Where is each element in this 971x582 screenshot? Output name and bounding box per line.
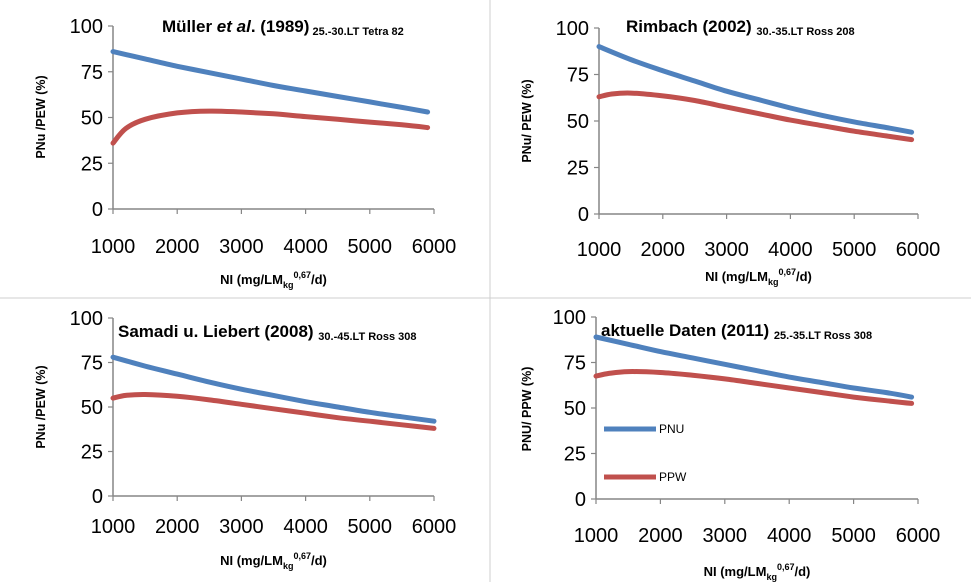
chart-panel-3: 0 25 50 75 100 1000 2000 3000 4000 5000 6000 PNu /P… xyxy=(34,308,456,571)
series-line-1 xyxy=(593,334,915,400)
y-tick-label: 0 xyxy=(92,199,103,221)
chart-title: Rimbach (2002) 30.-35.LT Ross 208 xyxy=(626,17,855,38)
x-tick-label: 4000 xyxy=(767,525,812,547)
x-tick-label: 3000 xyxy=(704,239,749,261)
y-axis-label: PNu/ PEW (%) xyxy=(520,79,534,162)
y-tick-label: 75 xyxy=(564,353,586,375)
x-tick-label: 1000 xyxy=(91,516,136,538)
x-tick-label: 5000 xyxy=(348,516,393,538)
series-line-1 xyxy=(110,354,437,424)
legend-label: PPW xyxy=(659,470,687,484)
y-tick-label: 50 xyxy=(81,397,103,419)
x-tick-label: 2000 xyxy=(641,239,686,261)
y-tick-label: 25 xyxy=(567,158,589,180)
x-tick-label: 4000 xyxy=(283,236,328,258)
y-tick-label: 25 xyxy=(81,153,103,175)
chart-panel-1: 0 25 50 75 100 1000 2000 3000 4000 5000 6000 PNu /P… xyxy=(34,16,456,290)
y-tick-label: 50 xyxy=(567,111,589,133)
y-tick-label: 25 xyxy=(81,442,103,464)
y-axis-label: PNu /PEW (%) xyxy=(34,365,48,448)
x-axis-label: NI (mg/LMkg0,67/d) xyxy=(705,267,812,287)
x-tick-label: 1000 xyxy=(577,239,622,261)
x-tick-label: 2000 xyxy=(155,236,200,258)
x-tick-label: 5000 xyxy=(832,239,877,261)
x-tick-label: 6000 xyxy=(412,236,457,258)
x-tick-label: 1000 xyxy=(574,525,619,547)
y-tick-label: 100 xyxy=(70,308,103,330)
series-line-2 xyxy=(110,391,437,431)
chart-panel-4: 0 25 50 75 100 1000 2000 3000 4000 5000 6000 PNU/ P… xyxy=(520,307,940,582)
x-tick-label: 5000 xyxy=(348,236,393,258)
y-tick-label: 0 xyxy=(578,204,589,226)
x-axis-label: NI (mg/LMkg0,67/d) xyxy=(220,551,327,571)
x-tick-label: 3000 xyxy=(219,236,264,258)
y-tick-label: 100 xyxy=(556,18,589,40)
x-tick-label: 6000 xyxy=(412,516,457,538)
x-axis-label: NI (mg/LMkg0,67/d) xyxy=(220,270,327,290)
chart-title: Samadi u. Liebert (2008) 30.-45.LT Ross … xyxy=(118,322,417,343)
x-tick-label: 3000 xyxy=(219,516,264,538)
x-tick-label: 2000 xyxy=(638,525,683,547)
chart-panel-2: 0 25 50 75 100 1000 2000 3000 4000 5000 6000 PNu/ P… xyxy=(520,17,940,287)
legend-label: PNU xyxy=(659,422,684,436)
x-tick-label: 5000 xyxy=(831,525,876,547)
series-line-1 xyxy=(110,49,431,115)
x-tick-label: 2000 xyxy=(155,516,200,538)
y-axis-label: PNU/ PPW (%) xyxy=(520,367,534,452)
x-axis-label: NI (mg/LMkg0,67/d) xyxy=(704,562,811,582)
y-tick-label: 100 xyxy=(553,307,586,329)
y-axis-label: PNu /PEW (%) xyxy=(34,75,48,158)
series-line-2 xyxy=(110,108,431,146)
x-tick-label: 4000 xyxy=(768,239,813,261)
y-tick-label: 0 xyxy=(575,489,586,511)
x-tick-label: 3000 xyxy=(703,525,748,547)
chart-title: aktuelle Daten (2011) 25.-35.LT Ross 308 xyxy=(601,321,872,342)
series-line-2 xyxy=(593,369,915,406)
y-tick-label: 75 xyxy=(567,65,589,87)
y-tick-label: 50 xyxy=(81,108,103,130)
y-tick-label: 100 xyxy=(70,16,103,38)
series-line-1 xyxy=(596,44,915,135)
x-tick-label: 1000 xyxy=(91,236,136,258)
x-tick-label: 4000 xyxy=(283,516,328,538)
y-tick-label: 0 xyxy=(92,486,103,508)
series-line-2 xyxy=(596,90,915,143)
chart-title: Müller et al. (1989) 25.-30.LT Tetra 82 xyxy=(162,17,404,38)
x-tick-label: 6000 xyxy=(896,525,941,547)
y-tick-label: 50 xyxy=(564,398,586,420)
y-tick-label: 75 xyxy=(81,353,103,375)
x-tick-label: 6000 xyxy=(896,239,941,261)
y-tick-label: 25 xyxy=(564,444,586,466)
y-tick-label: 75 xyxy=(81,62,103,84)
